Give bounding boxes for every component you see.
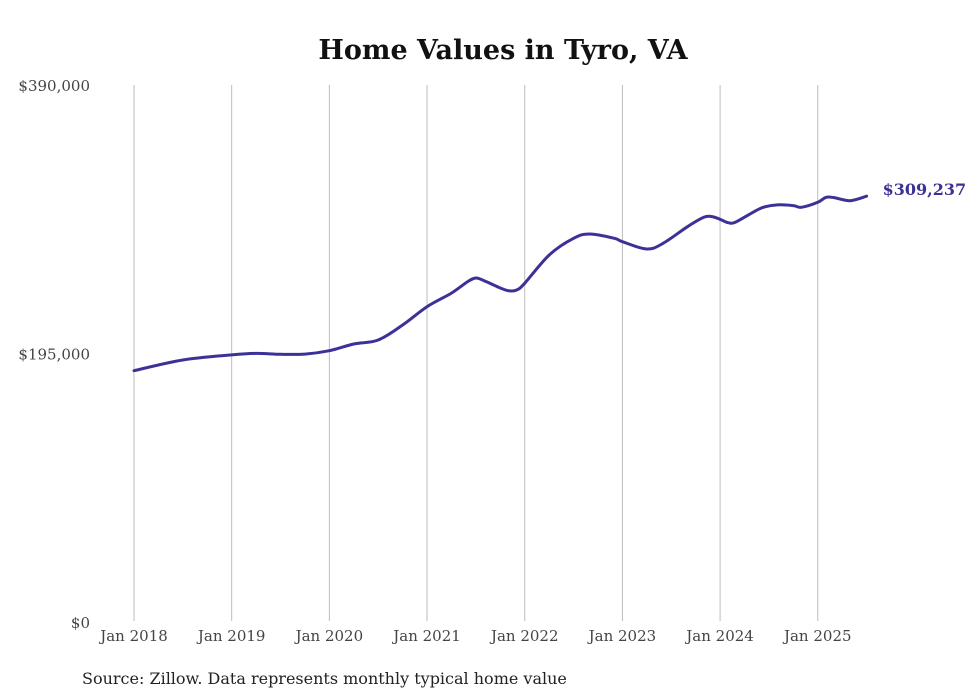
gridlines xyxy=(133,85,819,621)
y-tick-label: $0 xyxy=(71,614,90,632)
x-tick-label: Jan 2023 xyxy=(587,627,657,645)
chart-title: Home Values in Tyro, VA xyxy=(318,35,688,66)
x-tick-label: Jan 2024 xyxy=(684,627,754,645)
x-tick-label: Jan 2021 xyxy=(391,627,461,645)
series-layer: $309,237 xyxy=(132,180,967,373)
y-axis: $0 $195,000 $390,000 xyxy=(18,77,90,632)
series-line xyxy=(132,194,869,373)
x-tick-label: Jan 2025 xyxy=(782,627,852,645)
x-tick-label: Jan 2018 xyxy=(98,627,168,645)
end-value-label: $309,237 xyxy=(883,180,967,199)
source-note: Source: Zillow. Data represents monthly … xyxy=(82,669,567,688)
y-tick-label: $390,000 xyxy=(18,77,90,95)
x-tick-label: Jan 2019 xyxy=(196,627,266,645)
x-tick-label: Jan 2020 xyxy=(294,627,364,645)
x-axis: Jan 2018 Jan 2019 Jan 2020 Jan 2021 Jan 2022… xyxy=(98,627,851,645)
y-tick-label: $195,000 xyxy=(18,346,90,364)
x-tick-label: Jan 2022 xyxy=(489,627,559,645)
